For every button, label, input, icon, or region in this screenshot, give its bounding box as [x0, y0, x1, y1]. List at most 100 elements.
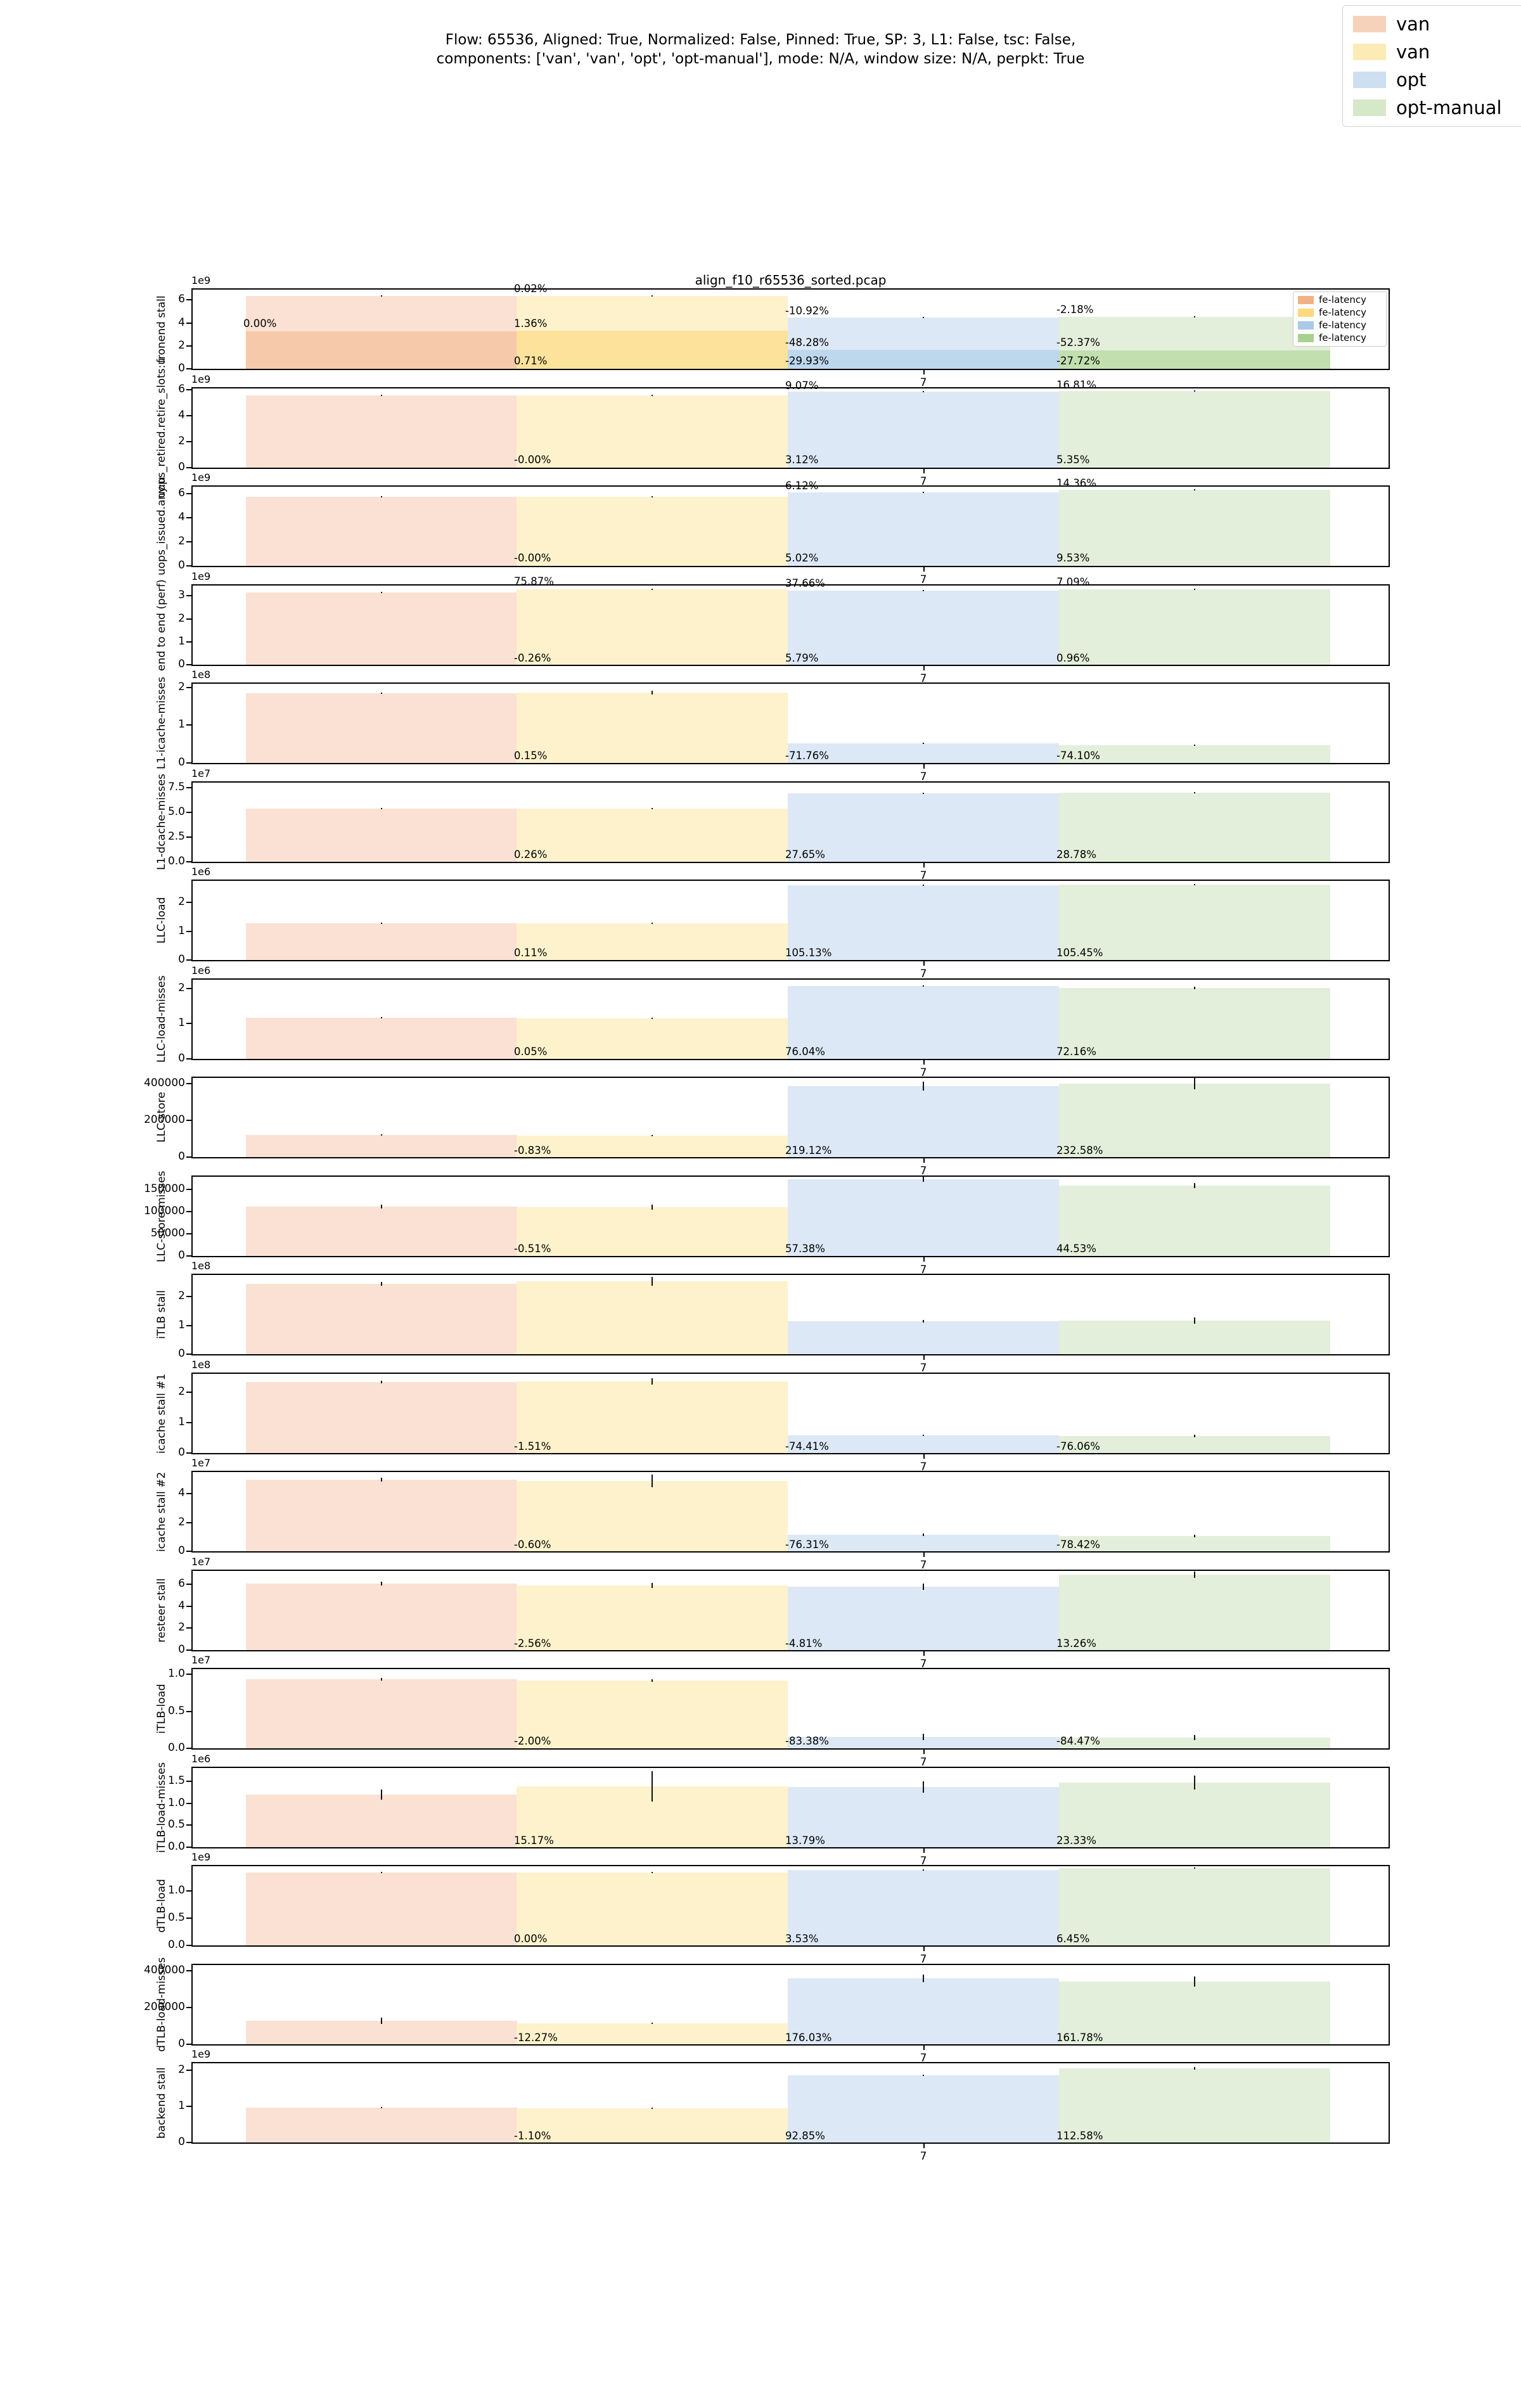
- inner-legend-item: fe-latency: [1298, 308, 1382, 317]
- subplot-dtlb-load: 1e9 dTLB-load 0.0 0.5 1.0 0.00% 3.53% 6.45% 7: [155, 1851, 1390, 1966]
- subplot-uops-retired-retire-slots-u: 1e9 uops_retired.retire_slots:u 0 2 4 6 -0.00%…: [155, 358, 1390, 498]
- bar-opt-manual: [1059, 1321, 1330, 1354]
- bar-van: [517, 1681, 788, 1748]
- y-tick: [186, 1211, 191, 1212]
- bar-opt-manual: [1059, 1783, 1330, 1847]
- inner-legend-label: fe-latency: [1319, 307, 1367, 318]
- bar-annotation: -71.76%: [785, 750, 829, 762]
- bar-annotation: 44.53%: [1056, 1243, 1096, 1255]
- bar-van: [517, 1018, 788, 1059]
- bar-opt-manual: [1059, 1436, 1330, 1453]
- scale-offset-label: 1e9: [191, 1851, 211, 1863]
- y-tick-label: 0.0: [167, 1741, 185, 1754]
- bar-opt-manual: [1059, 745, 1330, 763]
- y-tick-label: 1: [178, 1416, 185, 1428]
- error-bar: [381, 295, 382, 297]
- bar-opt: [788, 1535, 1059, 1551]
- bar-annotation: 16.81%: [1056, 379, 1096, 391]
- error-bar: [381, 1134, 382, 1136]
- error-bar: [381, 1678, 382, 1681]
- error-bar: [1194, 1867, 1195, 1869]
- error-bar: [923, 1177, 924, 1182]
- x-tick-label: 7: [920, 1559, 927, 1572]
- bar-annotation: 23.33%: [1056, 1835, 1096, 1847]
- y-tick-label: 3: [178, 589, 185, 601]
- bar-opt-manual: [1059, 1982, 1330, 2044]
- bar-opt: [788, 885, 1059, 960]
- y-tick: [186, 762, 191, 764]
- x-tick-label: 7: [920, 2052, 927, 2065]
- y-tick: [186, 1189, 191, 1190]
- figure-title-line2: components: ['van', 'van', 'opt', 'opt-m…: [436, 51, 1085, 67]
- inner-legend-item: fe-latency: [1298, 295, 1382, 305]
- subplot-llc-load-misses: 1e6 LLC-load-misses 0 1 2 0.05% 76.04% 72.16% 7: [155, 964, 1390, 1079]
- y-tick-label: 0: [178, 1249, 185, 1262]
- error-bar: [651, 1277, 653, 1286]
- y-tick: [186, 1058, 191, 1060]
- bar-opt: [788, 743, 1059, 763]
- y-tick: [186, 902, 191, 903]
- plot-area: -1.10% 92.85% 112.58%: [193, 2063, 1389, 2142]
- x-tick-label: 7: [920, 672, 927, 685]
- plot-area: -2.00% -83.38% -84.47%: [193, 1669, 1389, 1748]
- bar-dark-overlay: [517, 331, 788, 369]
- subplot-icache-stall-2: 1e7 icache stall #2 0 2 4 -0.60% -76.31% -78.42…: [155, 1457, 1390, 1572]
- bar-annotation: 6.45%: [1056, 1933, 1090, 1945]
- bar-opt: [788, 1435, 1059, 1453]
- inner-legend-swatch: [1298, 309, 1314, 317]
- bar-annotation: 72.16%: [1056, 1046, 1096, 1058]
- error-bar: [651, 808, 653, 809]
- y-tick: [186, 565, 191, 567]
- y-tick-label: 2: [178, 612, 185, 625]
- bar-annotation: 0.02%: [514, 283, 548, 295]
- y-tick: [186, 1627, 191, 1629]
- y-tick: [186, 1945, 191, 1946]
- y-tick: [186, 687, 191, 688]
- y-tick-label: 2: [178, 982, 185, 994]
- y-tick-label: 0: [178, 1150, 185, 1163]
- y-tick: [186, 493, 191, 494]
- x-tick-label: 7: [920, 1658, 927, 1670]
- y-tick-label: 4: [178, 409, 185, 421]
- y-tick: [186, 1748, 191, 1749]
- y-tick: [186, 517, 191, 518]
- scale-offset-label: 1e7: [191, 1654, 211, 1666]
- y-tick: [186, 389, 191, 390]
- error-bar: [381, 1872, 382, 1873]
- bar-van: [517, 1481, 788, 1551]
- bar-van: [246, 1284, 517, 1354]
- x-tick: [923, 1947, 925, 1951]
- y-tick-label: 400000: [144, 1964, 185, 1976]
- y-tick: [186, 368, 191, 369]
- bar-annotation: -74.41%: [785, 1440, 829, 1452]
- error-bar: [923, 1320, 924, 1322]
- x-tick: [923, 666, 925, 670]
- error-bar: [381, 1790, 382, 1800]
- error-bar: [1194, 1976, 1195, 1987]
- y-tick: [186, 1824, 191, 1826]
- scale-offset-label: 1e8: [191, 669, 211, 681]
- legend-label: van: [1396, 13, 1430, 35]
- legend-item: van: [1353, 42, 1519, 61]
- y-tick-label: 1: [178, 635, 185, 648]
- y-tick: [186, 1781, 191, 1782]
- bar-opt: [788, 1737, 1059, 1748]
- scale-offset-label: 1e9: [191, 471, 211, 484]
- y-tick-label: 1: [178, 2099, 185, 2112]
- bar-van: [517, 296, 788, 369]
- bar-annotation: -52.37%: [1056, 336, 1100, 349]
- subplot-resteer-stall: 1e7 resteer stall 0 2 4 6 -2.56% -4.81% 13.26% 7: [155, 1556, 1390, 1670]
- bar-van: [246, 2021, 517, 2044]
- bar-van: [517, 2108, 788, 2142]
- bar-van: [246, 1679, 517, 1748]
- bar-van: [246, 1207, 517, 1256]
- y-axis-label: uops_retired.retire_slots:u: [155, 357, 168, 499]
- y-tick-label: 2: [178, 339, 185, 352]
- x-tick-label: 7: [920, 1461, 927, 1473]
- bar-opt: [788, 392, 1059, 468]
- inner-legend-item: fe-latency: [1298, 333, 1382, 343]
- y-tick: [186, 415, 191, 416]
- y-tick: [186, 641, 191, 643]
- x-tick-label: 7: [920, 2150, 927, 2163]
